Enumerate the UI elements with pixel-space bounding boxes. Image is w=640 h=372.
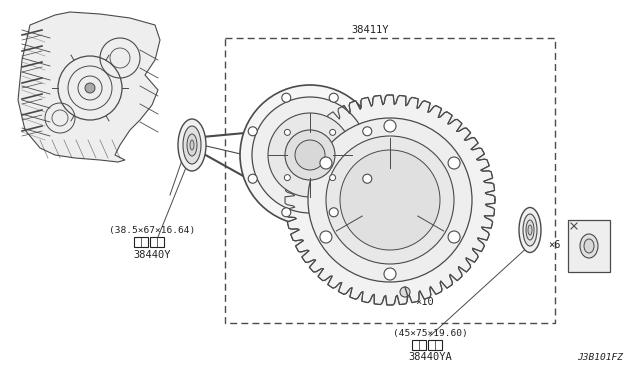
Ellipse shape (523, 214, 537, 246)
Circle shape (285, 95, 495, 305)
Circle shape (282, 208, 291, 217)
Circle shape (295, 140, 325, 170)
Bar (134, 237, 148, 247)
Circle shape (363, 127, 372, 136)
Text: 38440YA: 38440YA (408, 352, 452, 362)
Ellipse shape (584, 239, 594, 253)
Circle shape (330, 174, 335, 181)
Text: 38453Y: 38453Y (572, 253, 609, 263)
Circle shape (320, 157, 332, 169)
Bar (412, 340, 426, 350)
Circle shape (384, 268, 396, 280)
Circle shape (284, 174, 291, 181)
Text: 38440Y: 38440Y (133, 250, 171, 260)
Ellipse shape (526, 220, 534, 240)
Circle shape (282, 93, 291, 102)
Circle shape (85, 83, 95, 93)
Ellipse shape (183, 126, 201, 164)
Circle shape (329, 93, 338, 102)
Polygon shape (18, 12, 160, 162)
Polygon shape (285, 95, 495, 305)
Circle shape (400, 287, 410, 297)
Bar (428, 340, 442, 350)
Circle shape (284, 129, 291, 135)
Ellipse shape (528, 225, 532, 235)
Text: J3B101FZ: J3B101FZ (577, 353, 623, 362)
Circle shape (329, 208, 338, 217)
Circle shape (448, 231, 460, 243)
Circle shape (326, 136, 454, 264)
Circle shape (285, 130, 335, 180)
Circle shape (268, 113, 352, 197)
Circle shape (248, 174, 257, 183)
Ellipse shape (187, 134, 197, 156)
Bar (225, 38, 555, 323)
Circle shape (320, 231, 332, 243)
Bar (150, 237, 164, 247)
Text: (38.5×67×16.64): (38.5×67×16.64) (109, 226, 195, 235)
Circle shape (308, 118, 472, 282)
Ellipse shape (519, 208, 541, 253)
Circle shape (363, 174, 372, 183)
Text: (45×75×19.60): (45×75×19.60) (392, 329, 467, 338)
Ellipse shape (190, 140, 194, 150)
Circle shape (248, 127, 257, 136)
Circle shape (340, 150, 440, 250)
Circle shape (330, 129, 335, 135)
Text: 38411Y: 38411Y (351, 25, 388, 35)
Circle shape (384, 120, 396, 132)
Ellipse shape (178, 119, 206, 171)
Text: ×10: ×10 (415, 297, 434, 307)
Circle shape (252, 97, 368, 213)
Text: ×6: ×6 (548, 240, 561, 250)
Circle shape (448, 157, 460, 169)
Ellipse shape (580, 234, 598, 258)
Circle shape (240, 85, 380, 225)
Bar (568, 220, 610, 272)
